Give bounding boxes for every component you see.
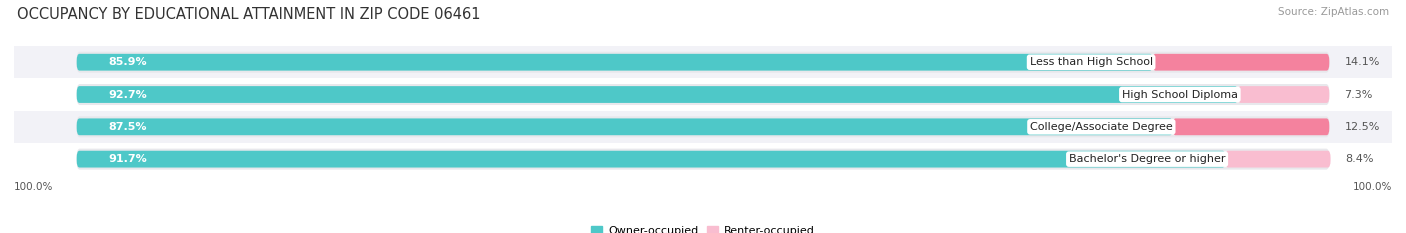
Legend: Owner-occupied, Renter-occupied: Owner-occupied, Renter-occupied xyxy=(586,221,820,233)
Text: OCCUPANCY BY EDUCATIONAL ATTAINMENT IN ZIP CODE 06461: OCCUPANCY BY EDUCATIONAL ATTAINMENT IN Z… xyxy=(17,7,481,22)
Bar xyxy=(14,111,1392,143)
FancyBboxPatch shape xyxy=(77,118,1173,135)
FancyBboxPatch shape xyxy=(1173,118,1329,135)
Text: 92.7%: 92.7% xyxy=(108,89,146,99)
Text: 7.3%: 7.3% xyxy=(1344,89,1372,99)
Text: 91.7%: 91.7% xyxy=(108,154,146,164)
Text: High School Diploma: High School Diploma xyxy=(1122,89,1237,99)
Bar xyxy=(14,143,1392,175)
Text: Bachelor's Degree or higher: Bachelor's Degree or higher xyxy=(1069,154,1226,164)
Bar xyxy=(14,78,1392,111)
Text: 100.0%: 100.0% xyxy=(14,182,53,192)
Text: 85.9%: 85.9% xyxy=(108,57,146,67)
FancyBboxPatch shape xyxy=(77,84,1329,105)
Bar xyxy=(14,46,1392,78)
Text: 87.5%: 87.5% xyxy=(108,122,146,132)
FancyBboxPatch shape xyxy=(1237,86,1329,103)
Text: College/Associate Degree: College/Associate Degree xyxy=(1031,122,1173,132)
Text: 8.4%: 8.4% xyxy=(1346,154,1374,164)
FancyBboxPatch shape xyxy=(77,149,1329,170)
Text: 100.0%: 100.0% xyxy=(1353,182,1392,192)
FancyBboxPatch shape xyxy=(1153,54,1329,71)
Text: Source: ZipAtlas.com: Source: ZipAtlas.com xyxy=(1278,7,1389,17)
Text: 12.5%: 12.5% xyxy=(1344,122,1379,132)
Text: Less than High School: Less than High School xyxy=(1029,57,1153,67)
FancyBboxPatch shape xyxy=(77,116,1329,137)
Text: 14.1%: 14.1% xyxy=(1344,57,1379,67)
FancyBboxPatch shape xyxy=(77,54,1153,71)
FancyBboxPatch shape xyxy=(77,151,1226,168)
FancyBboxPatch shape xyxy=(77,86,1237,103)
FancyBboxPatch shape xyxy=(1226,151,1330,168)
FancyBboxPatch shape xyxy=(77,52,1329,73)
